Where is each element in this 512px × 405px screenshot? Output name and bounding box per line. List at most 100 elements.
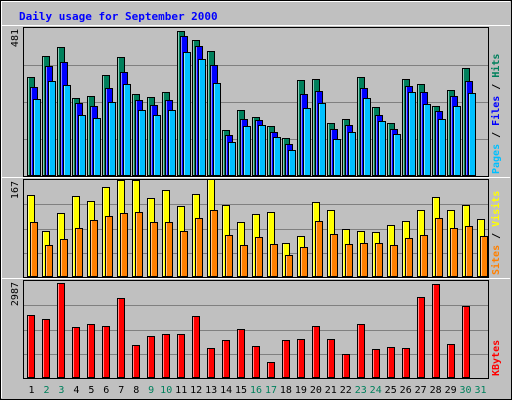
bar-pages-day-24 bbox=[378, 121, 386, 176]
bar-kbytes-day-15 bbox=[237, 329, 245, 378]
bar-kbytes-day-13 bbox=[207, 348, 215, 378]
bar-pages-day-11-fill bbox=[183, 52, 191, 176]
bar-pages-day-30-fill bbox=[468, 93, 476, 176]
bar-pages-day-23-fill bbox=[363, 98, 371, 176]
bar-sites-day-19-fill bbox=[300, 247, 308, 277]
bar-kbytes-day-6 bbox=[102, 326, 110, 378]
bar-sites-day-12-fill bbox=[195, 218, 203, 277]
bar-kbytes-day-5-fill bbox=[87, 324, 95, 378]
bar-pages-day-19-fill bbox=[303, 108, 311, 176]
bar-kbytes-day-19 bbox=[297, 339, 305, 378]
bar-pages-day-15-fill bbox=[243, 126, 251, 176]
bar-kbytes-day-30 bbox=[462, 306, 470, 378]
bar-kbytes-day-10 bbox=[162, 334, 170, 378]
bar-sites-day-23-fill bbox=[360, 243, 368, 277]
panel-top-border bbox=[23, 27, 489, 177]
bar-pages-day-2 bbox=[48, 81, 56, 176]
bar-sites-day-19 bbox=[300, 247, 308, 277]
bar-kbytes-day-12 bbox=[192, 316, 200, 378]
x-tick-label: 26 bbox=[400, 385, 412, 396]
bar-pages-day-7 bbox=[123, 84, 131, 176]
bar-pages-day-22 bbox=[348, 132, 356, 176]
x-tick-label: 16 bbox=[250, 385, 262, 396]
legend-entry-sites: Sites bbox=[490, 245, 502, 275]
bar-pages-day-18 bbox=[288, 150, 296, 176]
bar-sites-day-5 bbox=[90, 220, 98, 277]
x-tick-label: 23 bbox=[355, 385, 367, 396]
bar-kbytes-day-27 bbox=[417, 297, 425, 378]
bar-sites-day-14-fill bbox=[225, 235, 233, 277]
bar-kbytes-day-6-fill bbox=[102, 326, 110, 378]
panel-bottom-max-label: 2987 bbox=[10, 282, 21, 306]
bar-kbytes-day-17-fill bbox=[267, 362, 275, 378]
x-tick-label: 8 bbox=[133, 385, 139, 396]
x-tick-label: 31 bbox=[474, 385, 486, 396]
bar-sites-day-1-fill bbox=[30, 222, 38, 277]
bar-pages-day-28 bbox=[438, 119, 446, 176]
bar-kbytes-day-26-fill bbox=[402, 348, 410, 378]
panel-top-legend: Pages / Files / Hits bbox=[490, 54, 502, 174]
bar-kbytes-day-1-fill bbox=[27, 315, 35, 378]
bar-sites-day-22-fill bbox=[345, 244, 353, 277]
bar-pages-day-4-fill bbox=[78, 115, 86, 176]
legend-entry-pages: Pages bbox=[491, 144, 502, 174]
bar-sites-day-3 bbox=[60, 239, 68, 277]
bar-kbytes-day-25 bbox=[387, 347, 395, 378]
panel-bottom-legend: KBytes bbox=[491, 340, 502, 376]
bar-sites-day-7-fill bbox=[120, 213, 128, 277]
bar-pages-day-15 bbox=[243, 126, 251, 176]
bar-kbytes-day-8-fill bbox=[132, 345, 140, 378]
bar-kbytes-day-5 bbox=[87, 324, 95, 378]
bar-pages-day-13 bbox=[213, 83, 221, 176]
bar-pages-day-25-fill bbox=[393, 134, 401, 176]
bar-pages-day-2-fill bbox=[48, 81, 56, 176]
bar-pages-day-29-fill bbox=[453, 106, 461, 176]
bar-sites-day-9 bbox=[150, 222, 158, 277]
bar-sites-day-2 bbox=[45, 245, 53, 277]
bar-sites-day-30-fill bbox=[465, 226, 473, 277]
bar-sites-day-4-fill bbox=[75, 228, 83, 277]
bar-pages-day-5 bbox=[93, 118, 101, 176]
bar-sites-day-26 bbox=[405, 238, 413, 277]
bar-sites-day-28-fill bbox=[435, 218, 443, 277]
bar-pages-day-8 bbox=[138, 110, 146, 176]
x-tick-label: 25 bbox=[385, 385, 397, 396]
bar-sites-day-25-fill bbox=[390, 245, 398, 277]
x-tick-label: 24 bbox=[370, 385, 382, 396]
bar-sites-day-4 bbox=[75, 228, 83, 277]
x-tick-label: 4 bbox=[73, 385, 79, 396]
bar-sites-day-12 bbox=[195, 218, 203, 277]
bar-pages-day-30 bbox=[468, 93, 476, 176]
bar-kbytes-day-24 bbox=[372, 349, 380, 378]
bar-sites-day-24 bbox=[375, 243, 383, 277]
x-tick-label: 10 bbox=[160, 385, 172, 396]
bar-sites-day-17 bbox=[270, 244, 278, 277]
bar-kbytes-day-29 bbox=[447, 344, 455, 378]
bar-sites-day-2-fill bbox=[45, 245, 53, 277]
bar-sites-day-22 bbox=[345, 244, 353, 277]
x-tick-label: 21 bbox=[325, 385, 337, 396]
bar-kbytes-day-4 bbox=[72, 327, 80, 378]
bar-kbytes-day-4-fill bbox=[72, 327, 80, 378]
bar-kbytes-day-3-fill bbox=[57, 283, 65, 378]
bar-pages-day-1-fill bbox=[33, 99, 41, 176]
bar-sites-day-16-fill bbox=[255, 237, 263, 277]
bar-kbytes-day-28-fill bbox=[432, 284, 440, 378]
bar-pages-day-12 bbox=[198, 59, 206, 176]
x-tick-label: 3 bbox=[58, 385, 64, 396]
x-tick-label: 19 bbox=[295, 385, 307, 396]
x-tick-label: 18 bbox=[280, 385, 292, 396]
bar-sites-day-31 bbox=[480, 236, 488, 277]
legend-separator: / bbox=[491, 227, 502, 245]
bar-pages-day-17-fill bbox=[273, 137, 281, 176]
bar-kbytes-day-16-fill bbox=[252, 346, 260, 378]
bar-kbytes-day-17 bbox=[267, 362, 275, 378]
bar-pages-day-9 bbox=[153, 115, 161, 176]
bar-pages-day-10 bbox=[168, 110, 176, 176]
bar-pages-day-6 bbox=[108, 102, 116, 176]
bar-pages-day-5-fill bbox=[93, 118, 101, 176]
bar-pages-day-21 bbox=[333, 139, 341, 176]
bar-sites-day-6-fill bbox=[105, 216, 113, 277]
